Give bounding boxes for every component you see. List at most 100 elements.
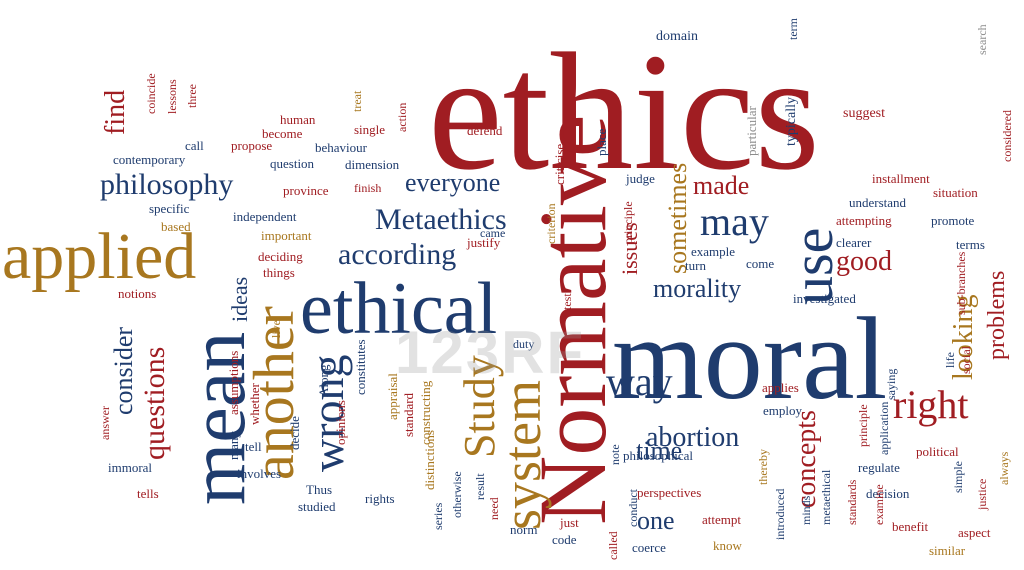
cloud-word: answer: [98, 406, 112, 440]
cloud-word: opinions: [333, 400, 348, 445]
cloud-word: decide: [287, 416, 302, 450]
cloud-word: specific: [149, 201, 190, 216]
cloud-word: typically: [784, 97, 799, 146]
cloud-word: suggest: [843, 106, 885, 121]
cloud-word: involves: [237, 466, 282, 481]
cloud-word: always: [997, 451, 1011, 485]
cloud-word: examine: [872, 484, 886, 525]
cloud-word: search: [975, 24, 989, 55]
cloud-word: propose: [231, 138, 273, 153]
cloud-word: decision: [866, 486, 910, 501]
cloud-word: came: [480, 226, 506, 240]
cloud-word: considered: [1000, 110, 1014, 162]
cloud-word: single: [354, 122, 386, 137]
cloud-word: perspectives: [637, 485, 702, 500]
cloud-word: right: [893, 382, 969, 427]
cloud-word: place: [594, 128, 609, 156]
cloud-word: become: [262, 126, 303, 141]
cloud-word: call: [185, 138, 204, 153]
cloud-word: situation: [933, 185, 978, 200]
cloud-word: ideas: [227, 276, 252, 322]
cloud-word: important: [261, 228, 312, 243]
cloud-word: things: [263, 265, 295, 280]
cloud-word: standards: [845, 479, 859, 525]
cloud-word: moral: [612, 293, 888, 424]
cloud-word: contemporary: [113, 152, 186, 167]
cloud-word: ethical: [300, 268, 498, 350]
cloud-word: everyone: [405, 168, 501, 197]
cloud-word: one: [637, 506, 675, 535]
cloud-word: saying: [884, 368, 898, 400]
cloud-word: studied: [298, 499, 336, 514]
cloud-word: criticise: [552, 143, 567, 185]
cloud-word: attempt: [702, 512, 741, 527]
cloud-word: applied: [2, 220, 197, 293]
cloud-word: dimension: [345, 157, 400, 172]
cloud-word: promote: [931, 213, 975, 228]
cloud-word: need: [487, 497, 501, 520]
cloud-word: question: [270, 156, 315, 171]
cloud-word: coincide: [144, 73, 158, 114]
cloud-word: problems: [984, 270, 1010, 360]
cloud-word: investigated: [793, 291, 856, 306]
cloud-word: term: [786, 18, 800, 40]
cloud-word: benefit: [892, 519, 929, 534]
cloud-word: concepts: [791, 410, 822, 508]
cloud-word: philosophical: [623, 448, 694, 463]
cloud-word: application: [877, 401, 891, 455]
cloud-word: domain: [656, 29, 698, 44]
cloud-word: justice: [975, 478, 989, 510]
cloud-word: norm: [510, 522, 538, 537]
cloud-word: minds: [799, 495, 813, 525]
cloud-word: live: [269, 320, 283, 338]
cloud-word: code: [552, 532, 577, 547]
cloud-word: regulate: [858, 460, 900, 475]
cloud-word: clearer: [836, 235, 872, 250]
cloud-word: attempting: [836, 213, 892, 228]
cloud-word: standard: [401, 392, 416, 437]
cloud-word: find: [100, 89, 131, 135]
cloud-word: come: [746, 256, 775, 271]
cloud-word: sub-branches: [954, 251, 968, 315]
cloud-word: coerce: [632, 540, 666, 555]
cloud-word: morality: [653, 274, 742, 303]
cloud-word: tell: [245, 439, 262, 454]
cloud-word: rights: [365, 491, 395, 506]
cloud-word: terms: [956, 237, 985, 252]
cloud-word: good: [836, 246, 892, 277]
cloud-word: series: [431, 502, 445, 530]
cloud-word: many: [226, 431, 241, 460]
cloud-word: consider: [109, 326, 138, 415]
cloud-word: according: [338, 238, 457, 271]
cloud-word: justify: [467, 235, 501, 250]
cloud-word: time: [636, 436, 683, 465]
cloud-word: deciding: [258, 249, 303, 264]
cloud-word: installment: [872, 171, 930, 186]
cloud-word: based: [161, 219, 191, 234]
cloud-word: appraisal: [385, 373, 400, 420]
cloud-word: human: [280, 112, 316, 127]
cloud-word: Thus: [306, 482, 332, 497]
cloud-word: result: [473, 473, 487, 500]
cloud-word: finish: [354, 181, 382, 195]
cloud-word: lessons: [165, 79, 179, 114]
cloud-word: notions: [118, 286, 157, 301]
cloud-word: whether: [247, 383, 262, 425]
cloud-word: three: [185, 84, 199, 108]
cloud-word: simple: [951, 461, 965, 493]
cloud-word: independent: [233, 209, 297, 224]
cloud-word: social: [959, 346, 973, 374]
cloud-word: ethics: [428, 19, 820, 205]
cloud-word: political: [916, 444, 959, 459]
cloud-word: may: [700, 199, 769, 244]
cloud-word: similar: [929, 543, 966, 558]
cloud-word: constitutes: [353, 339, 368, 395]
cloud-word: called: [606, 531, 620, 560]
cloud-word: note: [608, 444, 622, 465]
cloud-word: philosophy: [100, 168, 234, 201]
cloud-word: immoral: [108, 460, 153, 475]
cloud-word: employ: [763, 403, 802, 418]
cloud-word: Study: [455, 355, 504, 458]
cloud-word: life: [943, 352, 957, 368]
